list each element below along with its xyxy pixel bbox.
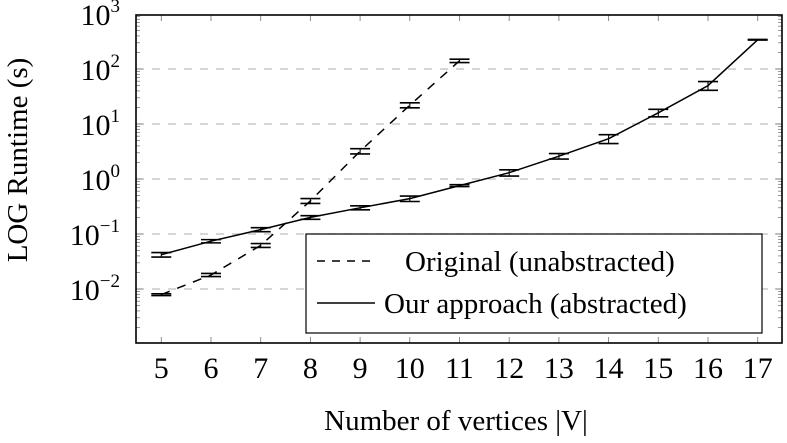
error-bar: [548, 152, 569, 160]
series-layer: [151, 38, 768, 297]
error-bar: [747, 38, 768, 41]
x-axis-ticks: [160, 15, 759, 343]
x-tick-label: 12: [494, 352, 524, 385]
error-bar: [201, 238, 221, 244]
x-axis-tick-labels: 5 6 7 8 9 10 11 12 13 14 15 16 17: [154, 352, 773, 385]
error-bar: [499, 168, 520, 177]
x-tick-label: 7: [253, 352, 268, 385]
x-tick-label: 5: [154, 352, 169, 385]
legend-label-original: Original (unabstracted): [405, 246, 675, 278]
y-tick-label: 10−2: [70, 271, 120, 307]
series-line: [161, 39, 759, 256]
error-bar: [250, 242, 271, 249]
legend: Original (unabstracted) Our approach (ab…: [305, 233, 763, 334]
error-bar: [449, 183, 470, 188]
error-bar: [250, 226, 271, 233]
error-bar: [350, 205, 371, 211]
x-tick-label: 14: [594, 352, 624, 385]
error-bar: [698, 80, 718, 92]
error-bar: [151, 251, 172, 258]
error-bar: [300, 197, 321, 205]
x-tick-label: 13: [544, 352, 574, 385]
x-tick-label: 11: [445, 352, 474, 385]
error-bar: [151, 292, 172, 297]
y-tick-label: 102: [81, 51, 121, 87]
error-bar: [201, 272, 221, 278]
plot-frame: [135, 14, 783, 344]
error-bar: [648, 108, 669, 118]
legend-label-our-approach: Our approach (abstracted): [384, 288, 687, 320]
x-axis-label: Number of vertices |V|: [324, 405, 588, 437]
x-tick-label: 16: [693, 352, 723, 385]
y-axis-label: LOG Runtime (s): [2, 58, 34, 263]
legend-box: [305, 233, 763, 334]
error-bar: [300, 214, 321, 221]
error-bar: [350, 147, 371, 155]
x-tick-label: 8: [303, 352, 318, 385]
x-tick-label: 17: [743, 352, 773, 385]
series-original: [151, 58, 470, 297]
x-tick-label: 9: [353, 352, 368, 385]
y-axis-tick-labels: 10−2 10−1 100 101 102 103: [70, 0, 120, 307]
y-tick-label: 10−1: [70, 216, 120, 252]
y-tick-label: 100: [81, 161, 121, 197]
series-our-approach: [151, 38, 768, 258]
error-bar: [399, 101, 420, 109]
error-bar: [598, 133, 619, 145]
y-tick-label: 103: [81, 0, 121, 32]
error-bar: [399, 195, 420, 203]
x-tick-label: 15: [643, 352, 673, 385]
y-tick-label: 101: [81, 106, 121, 142]
error-bar: [449, 58, 470, 64]
x-tick-label: 10: [395, 352, 425, 385]
x-tick-label: 6: [204, 352, 219, 385]
